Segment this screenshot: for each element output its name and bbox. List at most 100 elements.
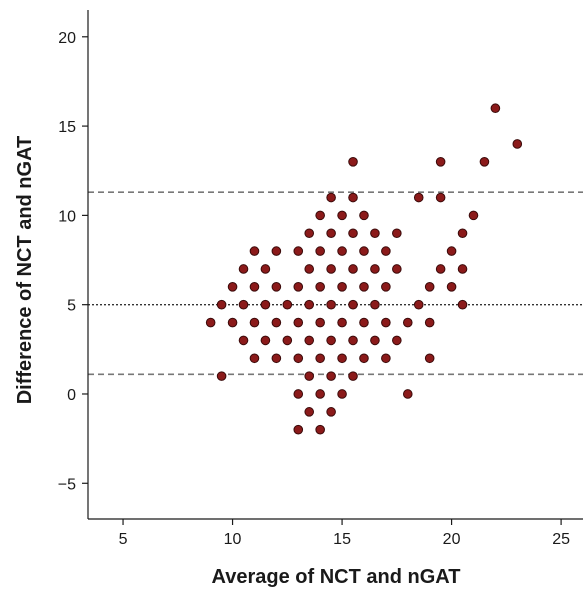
- data-point: [260, 264, 271, 274]
- data-point: [479, 157, 490, 167]
- data-point: [227, 317, 238, 328]
- data-point: [348, 192, 358, 203]
- y-tick-label: −5: [58, 476, 76, 493]
- data-point: [370, 299, 380, 310]
- data-point: [337, 317, 347, 328]
- data-point: [315, 353, 325, 364]
- data-point: [216, 371, 227, 381]
- data-point: [238, 335, 249, 346]
- data-point: [304, 407, 315, 417]
- data-point: [293, 282, 304, 292]
- data-point: [348, 157, 358, 167]
- data-point: [315, 210, 325, 221]
- data-point: [413, 192, 424, 203]
- data-point: [337, 282, 347, 292]
- data-point: [392, 264, 402, 274]
- data-point: [435, 264, 446, 274]
- data-point: [249, 353, 260, 364]
- data-point: [293, 424, 304, 435]
- data-point: [315, 246, 325, 256]
- y-tick-label: 10: [58, 208, 76, 225]
- data-point: [359, 210, 369, 221]
- y-tick-label: 0: [67, 387, 76, 404]
- data-point: [216, 299, 227, 310]
- data-point: [326, 299, 336, 310]
- data-point: [293, 317, 304, 328]
- data-point: [293, 389, 304, 399]
- data-point: [512, 139, 523, 149]
- data-point: [359, 282, 369, 292]
- data-points: [205, 103, 523, 435]
- data-point: [424, 317, 435, 328]
- data-point: [293, 246, 304, 256]
- x-tick-label: 5: [119, 531, 128, 548]
- axes: [87, 10, 583, 520]
- data-point: [315, 282, 325, 292]
- data-point: [326, 407, 336, 417]
- data-point: [315, 424, 325, 435]
- data-point: [249, 317, 260, 328]
- data-point: [435, 157, 446, 167]
- data-point: [238, 264, 249, 274]
- data-point: [381, 353, 391, 364]
- data-point: [490, 103, 501, 114]
- data-point: [337, 353, 347, 364]
- data-point: [304, 264, 315, 274]
- data-point: [304, 371, 315, 381]
- y-axis-title: Difference of NCT and nGAT: [14, 136, 36, 405]
- data-point: [304, 335, 315, 346]
- data-point: [271, 317, 282, 328]
- y-tick-label: 5: [67, 298, 76, 315]
- data-point: [326, 371, 336, 381]
- data-point: [457, 228, 468, 239]
- data-point: [238, 299, 249, 310]
- data-point: [402, 389, 413, 399]
- data-point: [392, 228, 402, 239]
- data-point: [337, 246, 347, 256]
- data-point: [457, 264, 468, 274]
- data-point: [435, 192, 446, 203]
- data-point: [249, 246, 260, 256]
- data-point: [260, 299, 271, 310]
- data-point: [413, 299, 424, 310]
- data-point: [249, 282, 260, 292]
- y-tick-label: 15: [58, 119, 76, 136]
- data-point: [381, 282, 391, 292]
- data-point: [326, 264, 336, 274]
- data-point: [381, 317, 391, 328]
- data-point: [348, 335, 358, 346]
- data-point: [271, 282, 282, 292]
- data-point: [468, 210, 479, 221]
- reference-lines: [88, 191, 583, 376]
- data-point: [282, 335, 293, 346]
- data-point: [359, 353, 369, 364]
- data-point: [315, 317, 325, 328]
- data-point: [304, 299, 315, 310]
- data-point: [205, 317, 216, 328]
- data-point: [381, 246, 391, 256]
- data-point: [227, 282, 238, 292]
- data-point: [348, 299, 358, 310]
- data-point: [446, 282, 457, 292]
- data-point: [271, 353, 282, 364]
- data-point: [457, 299, 468, 310]
- data-point: [424, 353, 435, 364]
- data-point: [293, 353, 304, 364]
- data-point: [392, 335, 402, 346]
- x-tick-label: 15: [333, 531, 351, 548]
- x-axis-title: Average of NCT and nGAT: [212, 566, 461, 588]
- x-tick-label: 20: [443, 531, 461, 548]
- data-point: [402, 317, 413, 328]
- data-point: [304, 228, 315, 239]
- data-point: [326, 228, 336, 239]
- data-point: [326, 192, 336, 203]
- data-point: [260, 335, 271, 346]
- x-tick-label: 10: [224, 531, 242, 548]
- data-point: [315, 389, 325, 399]
- data-point: [271, 246, 282, 256]
- data-point: [370, 335, 380, 346]
- data-point: [348, 264, 358, 274]
- ticks: 5 10 15 20 25 −5 0 5 10 15 20: [58, 30, 570, 548]
- data-point: [326, 335, 336, 346]
